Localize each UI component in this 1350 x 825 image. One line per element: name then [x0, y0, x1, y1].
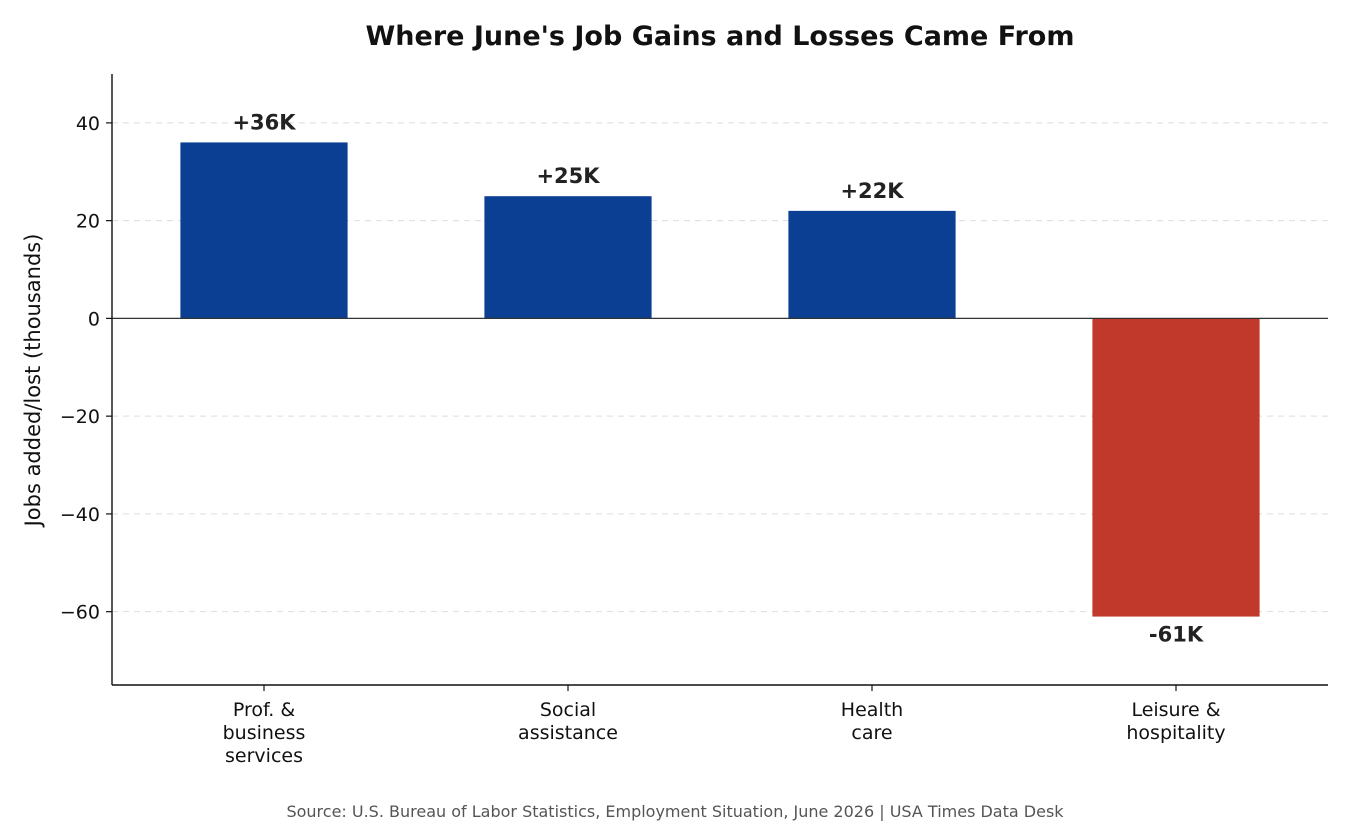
- y-tick-label: −20: [60, 406, 100, 428]
- category-label-line: Prof. &: [233, 699, 296, 721]
- bar: [788, 210, 956, 319]
- category-label-line: services: [225, 745, 303, 767]
- category-labels: Prof. & business services Social assistance H…: [223, 699, 1226, 767]
- chart-title: Where June's Job Gains and Losses Came F…: [366, 21, 1075, 52]
- bar: [180, 142, 348, 319]
- y-tick-label: −60: [60, 602, 100, 624]
- category-label-line: Social: [540, 699, 596, 721]
- data-label: +25K: [536, 164, 600, 188]
- category-label-line: hospitality: [1126, 722, 1225, 744]
- category-label-line: care: [851, 722, 892, 744]
- y-axis-label: Jobs added/lost (thousands): [21, 234, 45, 529]
- category-label: Health care: [841, 699, 903, 744]
- category-label-line: Leisure &: [1131, 699, 1220, 721]
- data-label: +22K: [840, 179, 904, 203]
- y-tick-labels: 40 20 0 −20 −40 −60: [60, 113, 100, 624]
- y-tick-label: 20: [76, 211, 100, 233]
- bar: [1092, 318, 1260, 617]
- y-tick-label: 40: [76, 113, 100, 135]
- source-note: Source: U.S. Bureau of Labor Statistics,…: [286, 802, 1064, 821]
- bar: [484, 196, 652, 319]
- data-label: +36K: [232, 110, 296, 134]
- category-label: Social assistance: [518, 699, 618, 744]
- axes: [106, 74, 1328, 691]
- y-tick-label: 0: [88, 308, 100, 330]
- category-label-line: assistance: [518, 722, 618, 744]
- category-label-line: Health: [841, 699, 903, 721]
- category-label: Prof. & business services: [223, 699, 306, 767]
- bars: [180, 142, 1260, 617]
- data-labels: +36K +25K +22K -61K: [232, 110, 1203, 646]
- y-tick-label: −40: [60, 504, 100, 526]
- category-label-line: business: [223, 722, 306, 744]
- data-label: -61K: [1149, 623, 1204, 647]
- category-label: Leisure & hospitality: [1126, 699, 1225, 744]
